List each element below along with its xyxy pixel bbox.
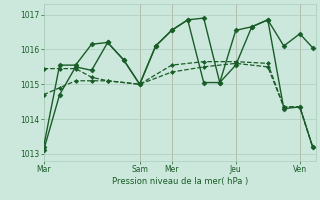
X-axis label: Pression niveau de la mer( hPa ): Pression niveau de la mer( hPa ) <box>112 177 248 186</box>
